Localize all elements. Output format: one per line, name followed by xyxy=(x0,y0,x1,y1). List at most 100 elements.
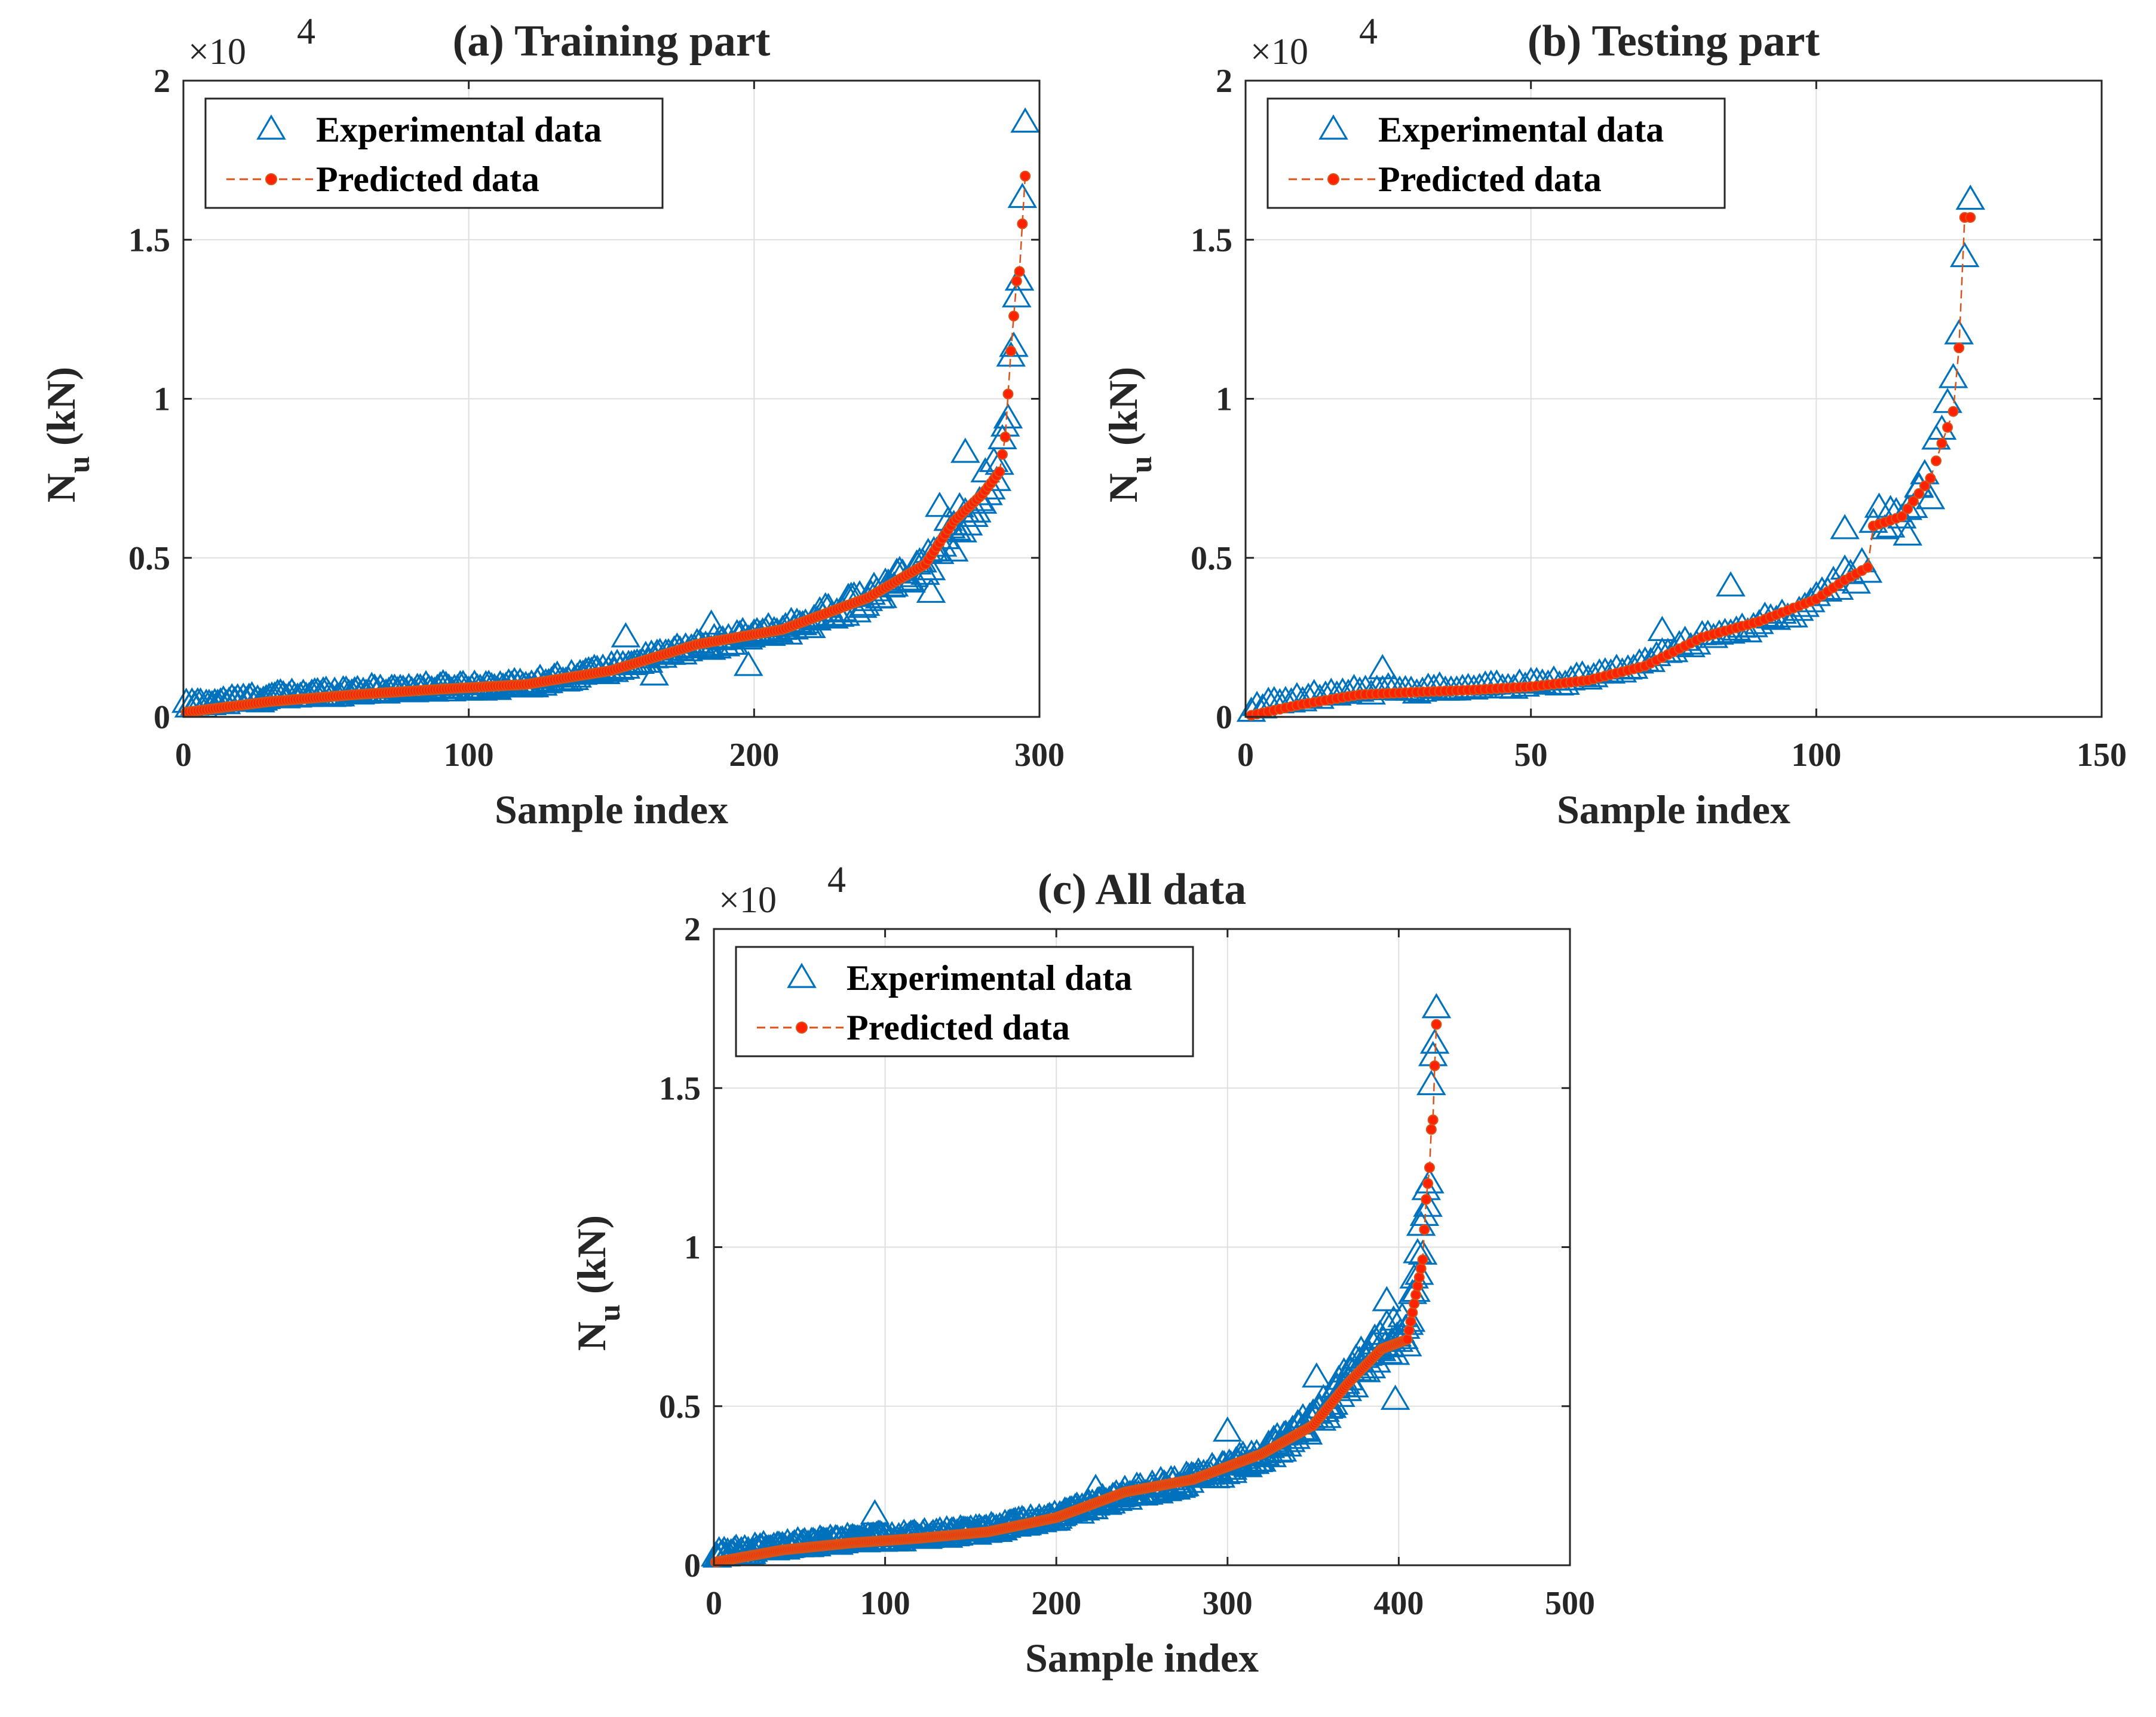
chart-panel-1: 0 50 100 150 0 0.5 1 1.5 2 ×10 4 (b) Testing part Sa… xyxy=(1100,11,2127,832)
experimental-point xyxy=(1372,1309,1402,1335)
legend-predicted-marker xyxy=(1327,173,1339,185)
predicted-point xyxy=(1413,1272,1425,1283)
x-tick-label: 0 xyxy=(706,1585,722,1622)
x-axis-label: Sample index xyxy=(1557,787,1790,832)
predicted-series xyxy=(180,170,1031,718)
experimental-point xyxy=(1421,993,1452,1019)
predicted-point xyxy=(1902,503,1913,514)
y-tick-label: 0 xyxy=(1216,699,1232,736)
legend: Experimental data Predicted data xyxy=(204,97,664,209)
experimental-point xyxy=(1419,1028,1450,1054)
y-axis-multiplier-exponent: 4 xyxy=(1359,11,1378,52)
x-tick-label: 100 xyxy=(444,737,494,774)
y-axis-label-subscript: u xyxy=(62,456,96,473)
experimental-point xyxy=(1380,1339,1410,1365)
y-tick-label: 1.5 xyxy=(128,222,170,259)
predicted-point xyxy=(1017,218,1028,229)
x-tick-label: 200 xyxy=(729,737,779,774)
predicted-point xyxy=(1862,562,1873,573)
predicted-point xyxy=(1401,1333,1413,1345)
y-axis-label-subscript: u xyxy=(593,1304,627,1322)
predicted-point xyxy=(1925,473,1936,484)
predicted-point xyxy=(1942,422,1953,433)
experimental-point xyxy=(1403,1238,1433,1264)
experimental-point xyxy=(611,622,641,648)
y-tick-label: 1 xyxy=(154,381,170,418)
experimental-series xyxy=(1236,184,1986,722)
y-tick-label: 2 xyxy=(154,63,170,100)
legend-predicted-label: Predicted data xyxy=(847,1008,1070,1047)
experimental-point xyxy=(1010,107,1040,133)
chart-title: (a) Training part xyxy=(453,17,771,66)
y-axis-label-text: Nu (kN) xyxy=(38,367,96,502)
experimental-point xyxy=(996,341,1026,367)
y-tick-label: 2 xyxy=(1216,63,1232,100)
predicted-point xyxy=(1415,1263,1427,1274)
experimental-point xyxy=(1893,520,1922,546)
predicted-point xyxy=(1002,388,1014,400)
chart-title: (b) Testing part xyxy=(1528,17,1820,66)
legend: Experimental data Predicted data xyxy=(735,946,1194,1057)
experimental-point xyxy=(1416,1069,1446,1096)
experimental-point xyxy=(1938,363,1968,388)
legend-box xyxy=(735,946,1194,1057)
y-axis-label-unit: (kN) xyxy=(38,367,84,456)
y-axis-label-main: N xyxy=(1100,473,1146,502)
legend-predicted-marker xyxy=(265,173,277,185)
experimental-point xyxy=(950,437,980,463)
experimental-point xyxy=(1001,282,1032,308)
x-tick-label: 300 xyxy=(1203,1585,1253,1622)
predicted-line xyxy=(186,176,1026,713)
predicted-point xyxy=(1429,1060,1440,1071)
experimental-point xyxy=(1647,615,1677,641)
predicted-line xyxy=(715,1024,1437,1563)
y-tick-label: 0.5 xyxy=(128,540,170,577)
experimental-point xyxy=(1302,1362,1332,1388)
predicted-point xyxy=(996,449,1008,460)
y-axis-label-unit: (kN) xyxy=(1100,367,1146,456)
plot-frame xyxy=(713,928,1571,1566)
legend-box xyxy=(1266,97,1726,209)
predicted-point xyxy=(1930,455,1942,467)
predicted-point xyxy=(1421,1194,1432,1205)
x-tick-label: 300 xyxy=(1014,737,1065,774)
predicted-point xyxy=(1427,1114,1439,1126)
y-tick-label: 1 xyxy=(1216,381,1232,418)
x-tick-label: 400 xyxy=(1373,1585,1424,1622)
experimental-point xyxy=(1716,571,1746,597)
y-axis-label: Nu (kN) xyxy=(1100,367,1158,502)
y-axis-label-main: N xyxy=(569,1322,614,1351)
experimental-point xyxy=(947,517,977,542)
experimental-point xyxy=(1372,1286,1402,1311)
experimental-point xyxy=(916,577,946,603)
predicted-point xyxy=(1005,345,1017,357)
predicted-point xyxy=(1014,266,1025,277)
y-axis-label-text: Nu (kN) xyxy=(1100,367,1158,502)
predicted-point xyxy=(1431,1019,1442,1030)
legend-experimental-label: Experimental data xyxy=(316,110,602,149)
x-tick-label: 0 xyxy=(1237,737,1254,774)
predicted-point xyxy=(1008,311,1020,322)
predicted-point xyxy=(1410,1289,1422,1301)
legend-experimental-marker xyxy=(1318,114,1348,140)
experimental-point xyxy=(925,492,955,517)
legend-experimental-marker xyxy=(256,114,286,140)
predicted-point xyxy=(1919,480,1930,492)
legend-predicted-label: Predicted data xyxy=(316,160,539,199)
y-axis-label-text: Nu (kN) xyxy=(569,1215,627,1351)
predicted-point xyxy=(999,431,1011,443)
y-axis-label-subscript: u xyxy=(1124,456,1158,473)
experimental-point xyxy=(860,1499,890,1525)
chart-title: (c) All data xyxy=(1038,865,1246,914)
y-axis-label-main: N xyxy=(38,473,84,502)
experimental-point xyxy=(1007,182,1038,209)
experimental-point xyxy=(939,536,969,562)
predicted-point xyxy=(1948,406,1959,417)
experimental-point xyxy=(1406,1210,1436,1236)
experimental-point xyxy=(1893,495,1922,520)
predicted-point xyxy=(1953,342,1965,354)
y-axis-label: Nu (kN) xyxy=(569,1215,627,1351)
predicted-point xyxy=(1407,1307,1418,1319)
y-tick-label: 1.5 xyxy=(1191,222,1232,259)
predicted-point xyxy=(1936,438,1948,449)
